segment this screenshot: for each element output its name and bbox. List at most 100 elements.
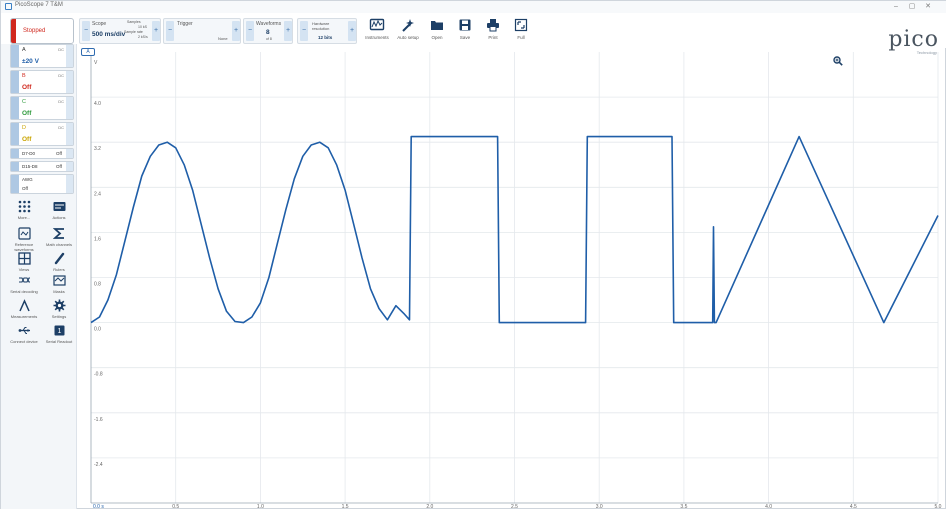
- channel-b-scroll[interactable]: [11, 71, 19, 93]
- x-tick-label: 5.0: [935, 504, 942, 509]
- serial-read-button[interactable]: 1 Serial Readout: [43, 324, 75, 344]
- instruments-label: Instruments: [365, 35, 389, 40]
- full-screen-button[interactable]: Full: [507, 18, 535, 46]
- close-button[interactable]: ✕: [925, 3, 931, 10]
- full-label: Full: [517, 35, 525, 40]
- auto-setup-button[interactable]: Auto setup: [394, 18, 422, 46]
- waveform-prev-button[interactable]: −: [246, 21, 254, 41]
- awg-options[interactable]: [66, 175, 73, 193]
- connect-device-button[interactable]: Connect device: [8, 324, 40, 344]
- instruments-button[interactable]: Instruments: [363, 18, 391, 46]
- channel-a-options[interactable]: [66, 45, 73, 67]
- instruments-icon: [369, 18, 385, 31]
- reference-waveforms-label: Reference waveforms: [14, 242, 34, 252]
- trigger-next-button[interactable]: +: [232, 21, 240, 41]
- save-button[interactable]: Save: [451, 18, 479, 46]
- more-button[interactable]: More...: [8, 200, 40, 220]
- awg-control[interactable]: AWG Off: [10, 174, 74, 194]
- run-status-label: Stopped: [23, 28, 46, 34]
- channel-b-control[interactable]: B Off DC: [10, 70, 74, 94]
- samples-value[interactable]: 10 kS: [138, 25, 147, 29]
- resolution-value[interactable]: 12 bits: [318, 35, 333, 40]
- actions-button[interactable]: Actions: [43, 200, 75, 220]
- digital-d7-d0-scroll[interactable]: [11, 149, 19, 158]
- x-tick-label: 4.0: [765, 504, 772, 509]
- waveform-next-button[interactable]: +: [284, 21, 292, 41]
- channel-a-axis-badge[interactable]: A: [81, 48, 95, 56]
- channel-d-control[interactable]: D Off DC: [10, 122, 74, 146]
- resolution-increase-button[interactable]: +: [348, 21, 356, 41]
- measurement-icon: [18, 299, 30, 312]
- settings-button[interactable]: Settings: [43, 299, 75, 319]
- waveforms-group: − Waveforms 8 of 8 +: [243, 18, 293, 44]
- channel-c-options[interactable]: [66, 97, 73, 119]
- maximize-button[interactable]: ▢: [908, 3, 916, 10]
- trigger-title: Trigger: [177, 21, 193, 27]
- channel-d-coupling: DC: [58, 125, 64, 130]
- measurements-button[interactable]: Measurements: [8, 299, 40, 319]
- channel-d-name: D: [22, 125, 26, 131]
- channel-c-coupling: DC: [58, 99, 64, 104]
- x-tick-label: 1.0: [257, 504, 264, 509]
- run-stop-button[interactable]: Stopped: [10, 18, 74, 44]
- channel-c-state[interactable]: Off: [22, 110, 32, 117]
- measurements-label: Measurements: [10, 314, 38, 319]
- resolution-decrease-button[interactable]: −: [300, 21, 308, 41]
- digital-d15-d8-state[interactable]: Off: [56, 164, 62, 169]
- actions-label: Actions: [52, 215, 66, 220]
- awg-state[interactable]: Off: [22, 186, 28, 191]
- minimize-button[interactable]: –: [894, 3, 898, 10]
- channel-c-scroll[interactable]: [11, 97, 19, 119]
- timebase-decrease-button[interactable]: −: [82, 21, 90, 41]
- digital-d7-d0-state[interactable]: Off: [56, 151, 62, 156]
- zoom-icon[interactable]: [833, 56, 843, 66]
- samples-label: Samples: [127, 20, 141, 24]
- trigger-mode[interactable]: None: [218, 36, 228, 41]
- reference-waveform-icon: [17, 227, 31, 240]
- sample-rate-label: Sample rate: [124, 30, 143, 34]
- channel-a-range[interactable]: ±20 V: [22, 58, 39, 65]
- resolution-title: Hardware resolution: [312, 21, 330, 31]
- resolution-group: − Hardware resolution 12 bits +: [297, 18, 357, 44]
- views-button[interactable]: Views: [8, 252, 40, 272]
- math-channels-button[interactable]: Math channels: [43, 227, 75, 247]
- channel-a-trace: [90, 135, 939, 324]
- trigger-prev-button[interactable]: −: [166, 21, 174, 41]
- channel-d-state[interactable]: Off: [22, 136, 32, 143]
- oscilloscope-chart[interactable]: 4.0 3.2 2.4 1.6 0.8 0.0 -0.8 -1.6 -2.4 V 0.5 1.0 1.5…: [81, 48, 946, 509]
- reference-waveforms-button[interactable]: Reference waveforms: [8, 227, 40, 252]
- masks-button[interactable]: Masks: [43, 274, 75, 294]
- channel-c-control[interactable]: C Off DC: [10, 96, 74, 120]
- channel-d-scroll[interactable]: [11, 123, 19, 145]
- timebase-value[interactable]: 500 ms/div: [92, 31, 126, 38]
- channel-a-scroll[interactable]: [11, 45, 19, 67]
- digital-d7-d0-control[interactable]: D7-D0 Off: [10, 148, 74, 159]
- open-label: Open: [431, 35, 443, 40]
- channel-a-control[interactable]: A ±20 V DC: [10, 44, 74, 68]
- folder-icon: [431, 21, 443, 30]
- digital-d15-d8-scroll[interactable]: [11, 162, 19, 171]
- scope-view[interactable]: 4.0 3.2 2.4 1.6 0.8 0.0 -0.8 -1.6 -2.4 V 0.5 1.0 1.5…: [81, 48, 946, 509]
- waveform-of: of 8: [266, 37, 272, 41]
- y-tick-label: 4.0: [94, 101, 101, 107]
- timebase-increase-button[interactable]: +: [152, 21, 160, 41]
- awg-scroll[interactable]: [11, 175, 19, 193]
- digital-d7-d0-options[interactable]: [66, 149, 73, 158]
- awg-name: AWG: [22, 177, 33, 182]
- mask-icon: [52, 275, 66, 286]
- channel-b-state[interactable]: Off: [22, 84, 32, 91]
- digital-d15-d8-options[interactable]: [66, 162, 73, 171]
- channel-a-name: A: [22, 47, 26, 53]
- digital-d15-d8-control[interactable]: D15-D8 Off: [10, 161, 74, 172]
- auto-setup-label: Auto setup: [397, 35, 419, 40]
- y-tick-label: -2.4: [94, 462, 103, 468]
- waveform-count[interactable]: 8: [266, 29, 270, 36]
- print-button[interactable]: Print: [479, 18, 507, 46]
- open-button[interactable]: Open: [423, 18, 451, 46]
- serial-read-label: Serial Readout: [45, 339, 73, 344]
- channel-b-options[interactable]: [66, 71, 73, 93]
- rulers-button[interactable]: Rulers: [43, 252, 75, 272]
- serial-decoding-button[interactable]: Serial decoding: [8, 274, 40, 294]
- channel-d-options[interactable]: [66, 123, 73, 145]
